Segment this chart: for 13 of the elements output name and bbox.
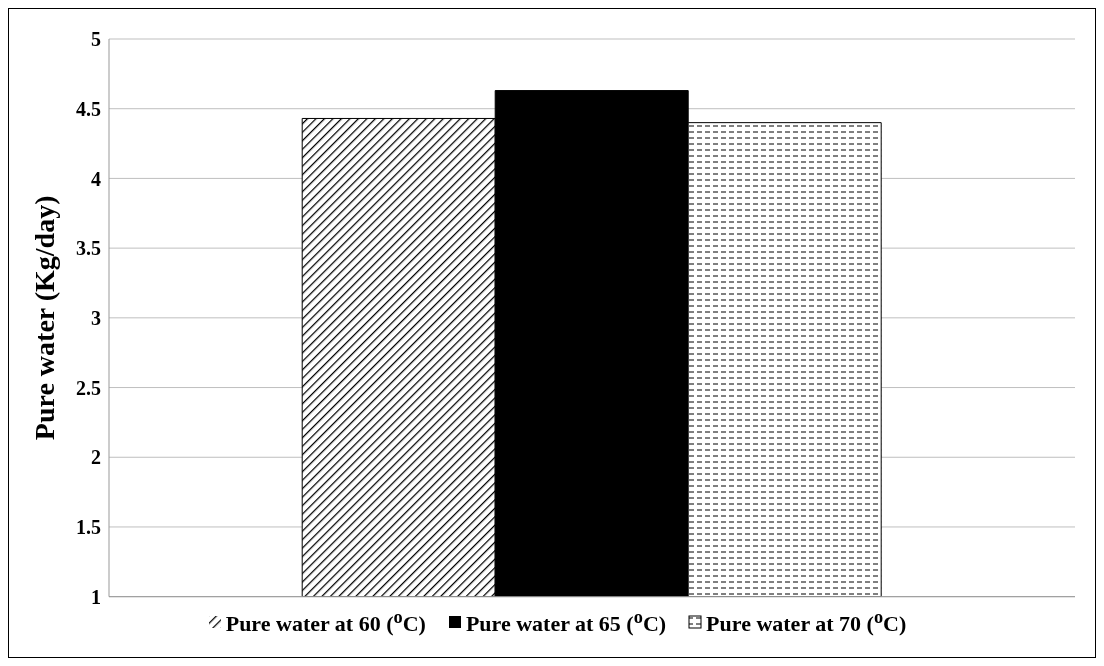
- legend-label: Pure water at 65 ($^{o}$C): [465, 606, 667, 637]
- y-tick-label: 3: [91, 306, 101, 329]
- y-tick-label: 2: [91, 446, 101, 469]
- y-tick-label: 1.5: [76, 516, 101, 539]
- y-tick-label: 3.5: [76, 237, 101, 260]
- y-tick-label: 5: [91, 28, 101, 51]
- y-tick-label: 4.5: [76, 97, 101, 120]
- legend-label: Pure water at 70 ($^{o}$C): [706, 606, 907, 637]
- y-tick-label: 4: [91, 167, 101, 190]
- legend-label: Pure water at 60 ($^{o}$C): [225, 606, 426, 637]
- y-axis-title: Pure water (Kg/day): [28, 195, 60, 441]
- y-tick-label: 1: [91, 585, 101, 608]
- y-tick-label: 2.5: [76, 376, 101, 399]
